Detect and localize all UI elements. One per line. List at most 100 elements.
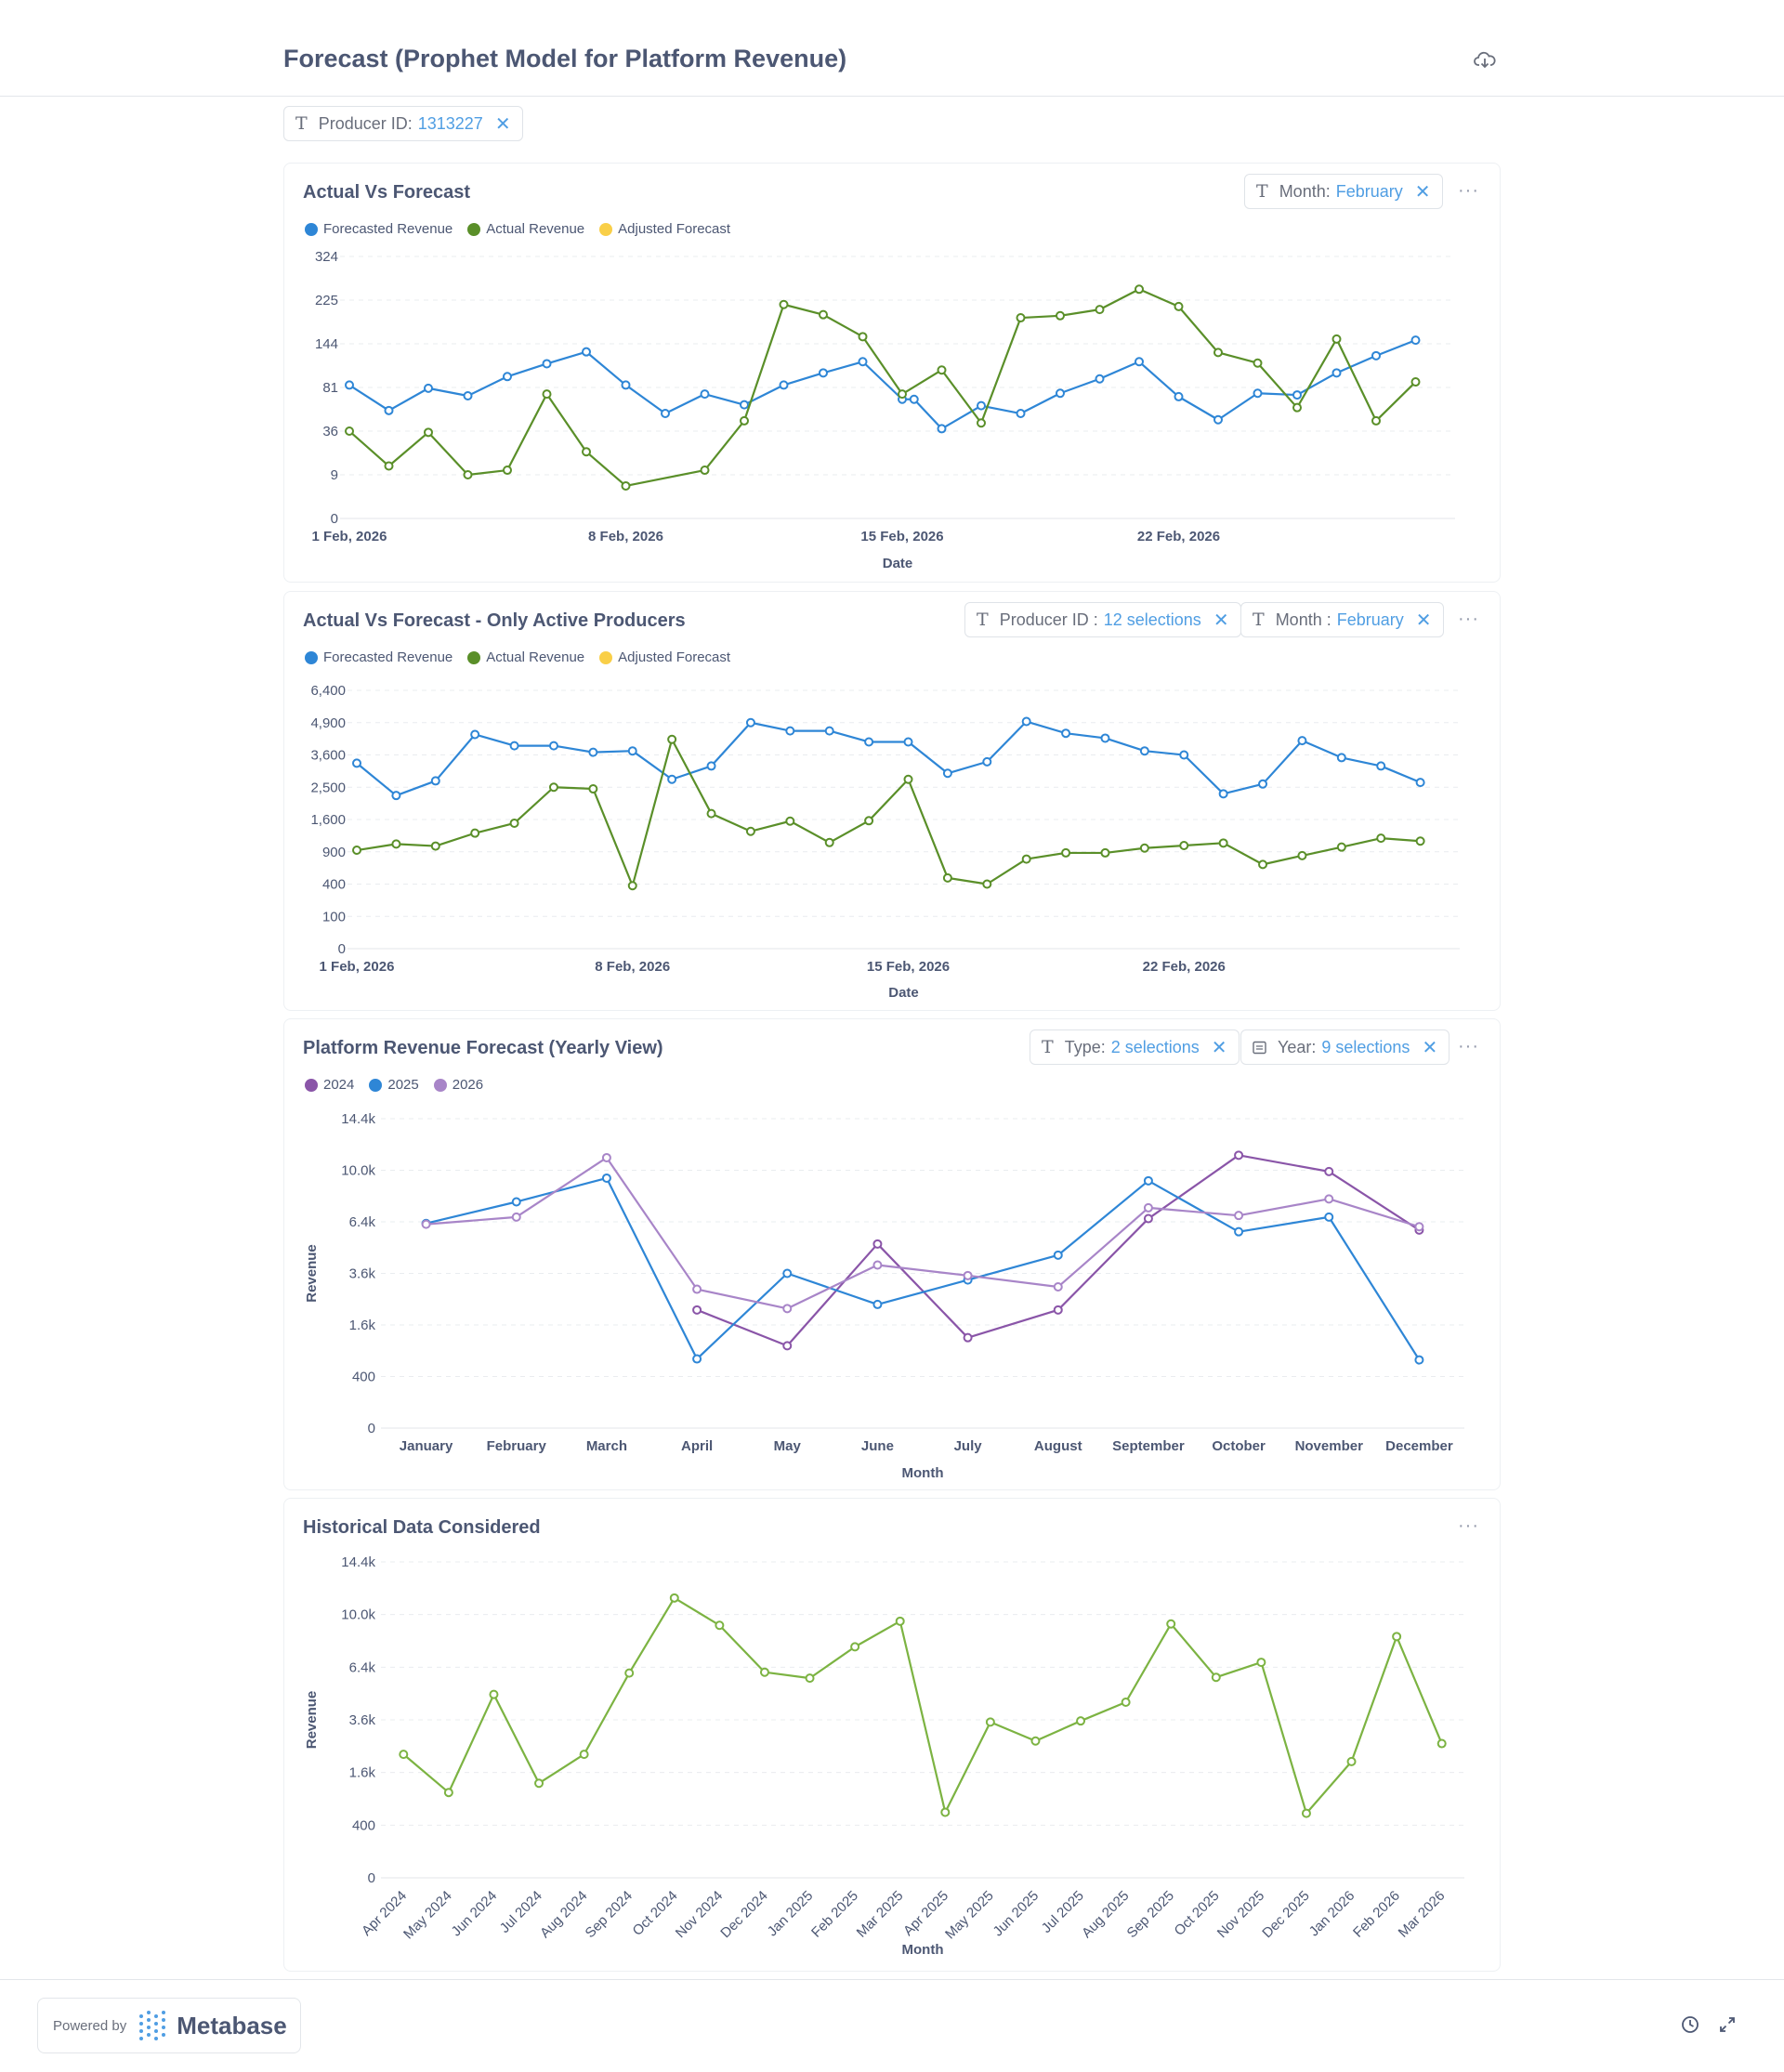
legend-item[interactable]: 2025 [369,1077,419,1093]
clear-filter-icon[interactable]: ✕ [1211,1037,1227,1058]
x-tick-label: Nov 2024 [673,1888,726,1941]
data-point [1414,1355,1424,1365]
y-tick-label: 1.6k [349,1318,376,1333]
data-point [391,839,401,849]
more-options-icon[interactable]: ··· [1458,1036,1479,1056]
data-point [384,461,394,471]
legend-item[interactable]: Actual Revenue [467,649,584,665]
data-point [345,380,354,390]
clear-filter-icon[interactable]: ✕ [1414,181,1431,203]
more-options-icon[interactable]: ··· [1458,180,1479,201]
data-point [692,1305,702,1315]
clear-filter-icon[interactable]: ✕ [1422,1037,1438,1058]
producer-id-filter[interactable]: T Producer ID: 1313227 ✕ [283,106,523,141]
card-active-producers: 0 100 400 900 1,600 2,500 3,600 4,900 6,400 1 Feb… [283,591,1501,1011]
data-point [1253,358,1263,368]
data-point [1166,1619,1176,1629]
clear-filter-icon[interactable]: ✕ [1213,610,1229,631]
clear-filter-icon[interactable]: ✕ [494,113,511,135]
data-point [872,1260,883,1270]
legend-item[interactable]: 2024 [305,1077,354,1093]
y-tick-label: 0 [331,511,338,527]
data-point [1371,350,1381,361]
data-point [937,424,947,434]
fullscreen-icon[interactable] [1717,2014,1738,2035]
metabase-brand: Metabase [177,2011,287,2039]
data-point [463,470,473,479]
chart-actual-vs-forecast: 0 9 36 81 144 225 324 1 Feb, 2026 8 Feb, 2026 15 … [312,249,1455,571]
y-tick-label: 400 [322,877,346,893]
download-icon[interactable] [1474,50,1496,71]
clock-icon[interactable] [1680,2014,1700,2035]
legend-dot [467,650,481,664]
data-point [982,879,992,889]
chart-yearly-view: 0 400 1.6k 3.6k 6.4k 10.0k 14.4k January Februar… [304,1111,1464,1481]
y-tick-label: 4,900 [310,715,346,731]
data-point [1292,402,1302,413]
y-tick-label: 1,600 [310,812,346,828]
data-point [1143,1202,1153,1213]
legend-label: Actual Revenue [486,221,585,237]
data-point [421,1219,431,1229]
data-point [579,1750,589,1760]
card-yearly-view: 0 400 1.6k 3.6k 6.4k 10.0k 14.4k January Februar… [283,1018,1501,1490]
producer-id-filter[interactable]: T Producer ID : 12 selections ✕ [964,602,1241,637]
x-tick-label: Mar 2026 [1396,1888,1449,1941]
legend-item[interactable]: Forecasted Revenue [305,649,453,665]
powered-by-metabase[interactable]: Powered by Metabase [37,1998,301,2053]
data-point [627,881,637,891]
month-filter[interactable]: T Month: February ✕ [1244,174,1443,209]
legend-item[interactable]: Adjusted Forecast [599,221,730,237]
data-point [1234,1150,1244,1161]
data-point [667,774,677,784]
data-point [909,394,919,404]
data-point [1179,750,1189,760]
x-tick-label: March [586,1438,627,1454]
legend-item[interactable]: Adjusted Forecast [599,649,730,665]
data-point [470,828,480,838]
legend-item[interactable]: Forecasted Revenue [305,221,453,237]
data-point [1336,842,1346,852]
data-point [503,372,512,382]
x-tick-label: Aug 2024 [537,1888,590,1941]
data-point [692,1354,702,1364]
x-tick-label: Dec 2025 [1259,1888,1312,1941]
data-point [1021,854,1031,864]
data-point [1095,374,1105,384]
filter-value: February [1336,610,1404,629]
data-point [1234,1211,1244,1221]
data-point [667,734,677,744]
data-point [706,761,716,771]
data-point [1301,1808,1311,1818]
data-point [1253,388,1263,399]
data-point [1371,415,1381,426]
y-tick-label: 3,600 [310,748,346,764]
data-point [1061,728,1071,739]
y-tick-label: 36 [322,424,338,439]
data-point [779,299,789,309]
x-tick-label: April [681,1438,713,1454]
x-tick-label: Sep 2024 [583,1888,636,1941]
more-options-icon[interactable]: ··· [1458,1515,1479,1536]
data-point [548,782,558,793]
data-point [745,717,755,728]
data-point [430,776,440,786]
data-point [424,427,433,438]
legend-item[interactable]: 2026 [433,1077,483,1093]
y-axis-title: Revenue [304,1244,320,1303]
data-point [582,347,591,357]
card-actual-vs-forecast: 0 9 36 81 144 225 324 1 Feb, 2026 8 Feb, 2026 15 … [283,163,1501,583]
data-point [782,1268,793,1279]
filter-value: February [1335,181,1403,201]
data-point [745,826,755,836]
clear-filter-icon[interactable]: ✕ [1415,610,1432,631]
legend-item[interactable]: Actual Revenue [467,221,584,237]
data-point [1016,313,1026,323]
data-point [542,389,552,400]
more-options-icon[interactable]: ··· [1458,609,1479,629]
year-filter[interactable]: Year: 9 selections ✕ [1240,1029,1450,1065]
card-title: Historical Data Considered [303,1517,541,1538]
type-filter[interactable]: T Type: 2 selections ✕ [1030,1029,1240,1065]
month-filter[interactable]: T Month : February ✕ [1240,602,1444,637]
y-tick-label: 6,400 [310,683,346,699]
